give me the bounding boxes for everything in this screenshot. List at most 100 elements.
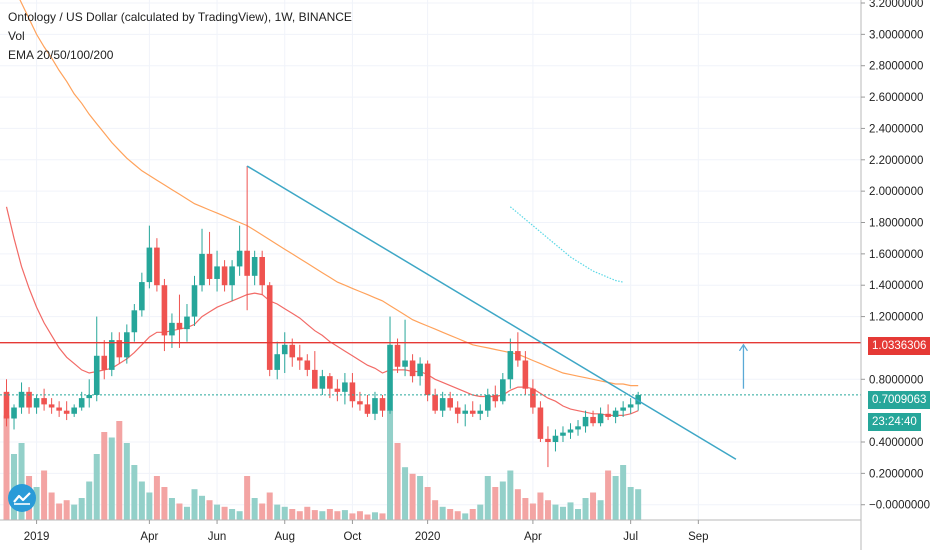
tradingview-logo-icon[interactable]: [8, 484, 36, 512]
candle[interactable]: [319, 369, 326, 395]
candle-body: [590, 416, 596, 424]
candle[interactable]: [259, 250, 265, 295]
candle[interactable]: [454, 401, 461, 424]
candle[interactable]: [582, 410, 589, 433]
candle[interactable]: [334, 379, 341, 402]
candle[interactable]: [349, 373, 356, 408]
candle[interactable]: [439, 391, 446, 417]
candle[interactable]: [575, 420, 581, 436]
candle[interactable]: [379, 394, 386, 417]
candle[interactable]: [402, 319, 408, 377]
candle-body: [537, 407, 544, 439]
candle[interactable]: [63, 401, 70, 421]
candle[interactable]: [161, 278, 168, 352]
candle[interactable]: [394, 338, 401, 374]
candle[interactable]: [342, 373, 348, 405]
candle[interactable]: [507, 338, 514, 389]
candle[interactable]: [93, 316, 100, 402]
volume-bar: [259, 503, 266, 520]
candle[interactable]: [274, 341, 281, 380]
candle[interactable]: [184, 304, 190, 342]
candle[interactable]: [33, 394, 40, 414]
candle[interactable]: [296, 344, 303, 370]
candle[interactable]: [124, 324, 130, 364]
candle[interactable]: [522, 351, 529, 395]
candle[interactable]: [372, 391, 378, 421]
candle[interactable]: [3, 379, 10, 427]
candle[interactable]: [108, 332, 115, 377]
candle[interactable]: [597, 407, 604, 427]
candle[interactable]: [560, 426, 566, 443]
candle[interactable]: [304, 354, 311, 377]
candle[interactable]: [251, 250, 258, 286]
candle[interactable]: [206, 231, 213, 286]
candle[interactable]: [545, 426, 551, 468]
candle[interactable]: [515, 332, 521, 367]
candle[interactable]: [357, 391, 363, 411]
candle[interactable]: [18, 382, 25, 414]
candle[interactable]: [432, 388, 438, 414]
trendline[interactable]: [246, 165, 737, 460]
candle[interactable]: [116, 332, 123, 364]
candle[interactable]: [567, 423, 574, 439]
candle[interactable]: [462, 404, 469, 427]
candle[interactable]: [154, 238, 160, 292]
volume-study-label[interactable]: Vol: [8, 29, 25, 43]
candle[interactable]: [552, 429, 559, 452]
candle[interactable]: [229, 260, 235, 301]
candle[interactable]: [244, 166, 250, 311]
candle[interactable]: [612, 407, 619, 424]
candle[interactable]: [26, 387, 32, 414]
candles[interactable]: [3, 166, 641, 468]
candle[interactable]: [477, 404, 484, 421]
candle[interactable]: [236, 225, 243, 276]
candle[interactable]: [364, 394, 371, 417]
candle[interactable]: [71, 404, 77, 417]
candle[interactable]: [312, 351, 318, 389]
candle[interactable]: [409, 354, 416, 383]
candle[interactable]: [11, 404, 17, 430]
candle[interactable]: [627, 398, 634, 414]
candle[interactable]: [484, 388, 491, 417]
candle[interactable]: [424, 360, 431, 402]
candle[interactable]: [620, 401, 626, 417]
volume-bar: [63, 500, 70, 520]
candle[interactable]: [387, 316, 393, 414]
candle[interactable]: [266, 282, 273, 377]
candle[interactable]: [131, 304, 138, 342]
candle-body: [372, 398, 378, 414]
symbol-title[interactable]: Ontology / US Dollar (calculated by Trad…: [8, 10, 352, 24]
candle[interactable]: [86, 379, 93, 408]
candle[interactable]: [48, 398, 55, 414]
candle[interactable]: [327, 373, 333, 399]
candle[interactable]: [605, 404, 611, 421]
candle[interactable]: [530, 379, 536, 414]
candle[interactable]: [221, 260, 228, 292]
volume-bar: [402, 467, 409, 520]
candle[interactable]: [214, 250, 220, 292]
price-axis[interactable]: −0.0000000 0.2000000 0.4000000 0.8000000 1.2…: [861, 0, 930, 512]
volume-bar: [41, 470, 48, 520]
candle[interactable]: [417, 357, 423, 386]
time-axis[interactable]: 2019 Apr Jun Aug Oct 2020 Apr Jul Sep: [24, 520, 709, 543]
candle[interactable]: [56, 401, 62, 417]
candle[interactable]: [537, 401, 544, 443]
candle[interactable]: [101, 340, 108, 380]
candle[interactable]: [590, 410, 596, 427]
candle[interactable]: [500, 373, 506, 405]
drawings[interactable]: [0, 165, 861, 460]
candle[interactable]: [41, 388, 47, 411]
candle[interactable]: [492, 385, 499, 408]
candle[interactable]: [176, 294, 183, 348]
volume-bar: [484, 476, 491, 520]
candle[interactable]: [139, 272, 145, 317]
candle[interactable]: [191, 275, 198, 326]
candle[interactable]: [199, 228, 205, 292]
candle[interactable]: [469, 401, 476, 417]
volume-bar: [522, 498, 529, 520]
candle[interactable]: [447, 391, 453, 411]
candle[interactable]: [281, 332, 288, 374]
candle[interactable]: [146, 225, 153, 289]
ema-study-label[interactable]: EMA 20/50/100/200: [8, 48, 114, 62]
